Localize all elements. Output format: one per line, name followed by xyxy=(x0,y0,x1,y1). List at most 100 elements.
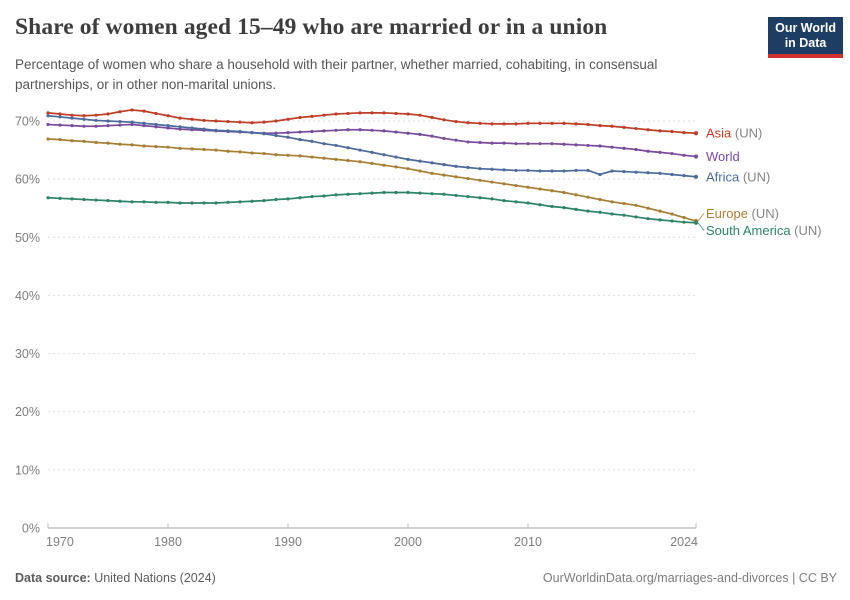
data-point xyxy=(70,113,74,117)
data-point xyxy=(622,201,626,206)
data-point xyxy=(634,170,638,174)
data-point xyxy=(286,117,290,121)
data-point xyxy=(562,206,566,210)
data-point xyxy=(274,131,278,135)
data-point xyxy=(106,119,110,123)
series-label-south-america[interactable]: South America (UN) xyxy=(706,223,822,238)
data-point xyxy=(70,124,74,128)
data-point xyxy=(334,143,338,148)
data-point xyxy=(298,196,302,200)
data-point xyxy=(622,125,626,129)
data-source-value: United Nations (2024) xyxy=(90,571,216,585)
data-point xyxy=(514,142,518,146)
data-point xyxy=(298,115,302,120)
data-point xyxy=(693,131,699,136)
data-point xyxy=(634,203,638,207)
data-point xyxy=(454,138,458,142)
data-point xyxy=(562,142,566,146)
data-point xyxy=(442,173,446,177)
data-point xyxy=(346,111,350,116)
data-point xyxy=(406,190,410,195)
data-point xyxy=(154,200,158,204)
data-point xyxy=(118,110,122,114)
data-point xyxy=(574,143,578,147)
data-point xyxy=(418,132,422,136)
data-point xyxy=(490,180,494,184)
data-point xyxy=(178,127,182,131)
data-point xyxy=(178,201,182,205)
data-point xyxy=(142,144,146,148)
data-point xyxy=(130,108,134,112)
data-point xyxy=(250,199,254,203)
owid-credit-link[interactable]: OurWorldinData.org/marriages-and-divorce… xyxy=(542,571,837,585)
data-point xyxy=(622,146,626,150)
chart-subtitle: Percentage of women who share a househol… xyxy=(15,57,658,92)
data-point xyxy=(406,157,410,161)
data-point xyxy=(274,133,278,138)
series-asia[interactable] xyxy=(46,108,699,136)
data-point xyxy=(322,113,326,117)
data-point xyxy=(298,130,302,134)
data-point xyxy=(334,193,338,197)
series-label-asia[interactable]: Asia (UN) xyxy=(706,126,762,141)
data-point xyxy=(693,174,699,179)
data-point xyxy=(622,169,626,174)
data-point xyxy=(538,121,542,125)
series-label-africa[interactable]: Africa (UN) xyxy=(706,169,770,184)
data-point xyxy=(478,167,482,171)
line-chart-canvas: 0% 10% 20% 30% 40% 50% 60% 70% 1970 1980 1990 2000 2… xyxy=(15,108,822,549)
data-point xyxy=(202,118,206,123)
data-point xyxy=(490,141,494,145)
data-point xyxy=(286,135,290,139)
data-point xyxy=(190,147,194,151)
series-label-world[interactable]: World xyxy=(706,149,740,164)
data-point xyxy=(646,206,650,210)
data-point xyxy=(334,112,338,116)
data-point xyxy=(226,200,230,204)
data-point xyxy=(130,120,134,124)
data-point xyxy=(70,116,74,120)
data-point xyxy=(586,168,590,173)
x-axis-tick-label: 2024 xyxy=(670,535,698,549)
owid-logo-line1: Our World xyxy=(775,21,836,35)
data-point xyxy=(502,182,506,186)
data-point xyxy=(214,148,218,152)
series-south-america[interactable] xyxy=(46,190,699,225)
data-point xyxy=(430,115,434,120)
data-point xyxy=(130,122,134,127)
x-axis-tick-label: 2000 xyxy=(394,535,422,549)
data-point xyxy=(406,167,410,171)
y-axis-tick-label: 0% xyxy=(22,522,40,536)
data-point xyxy=(466,140,470,144)
data-point xyxy=(538,142,542,146)
data-point xyxy=(322,194,326,198)
data-point xyxy=(502,141,506,145)
data-point xyxy=(610,124,614,128)
data-point xyxy=(238,200,242,204)
data-point xyxy=(262,132,266,136)
data-point xyxy=(298,154,302,158)
data-point xyxy=(634,215,638,219)
data-point xyxy=(670,219,674,223)
series-europe[interactable] xyxy=(46,137,699,224)
data-point xyxy=(586,195,590,199)
series-label-connector xyxy=(697,222,705,231)
data-point xyxy=(58,115,62,119)
data-point xyxy=(130,200,134,204)
series-label-europe[interactable]: Europe (UN) xyxy=(706,206,779,221)
data-point xyxy=(346,128,350,132)
data-point xyxy=(190,201,194,205)
data-point xyxy=(406,131,410,135)
owid-logo[interactable]: Our World in Data xyxy=(768,17,843,58)
data-point xyxy=(226,149,230,153)
data-point xyxy=(658,218,662,222)
data-point xyxy=(286,131,290,135)
series-africa[interactable] xyxy=(46,114,699,179)
data-point xyxy=(238,120,242,124)
data-point xyxy=(106,141,110,145)
data-point xyxy=(634,147,638,152)
series-world[interactable] xyxy=(46,122,699,159)
data-point xyxy=(418,169,422,173)
series-label-connector xyxy=(697,213,705,222)
